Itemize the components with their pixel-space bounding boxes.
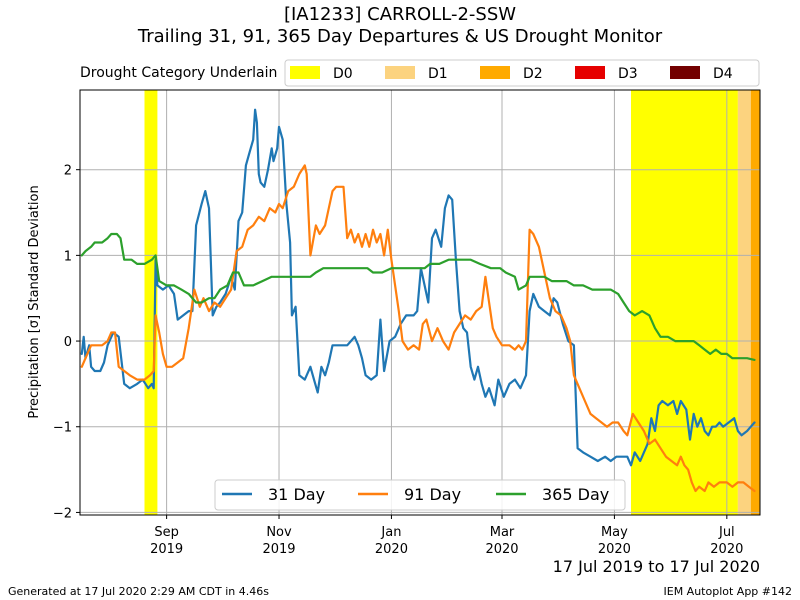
drought-legend-swatch-d3: [575, 66, 605, 79]
drought-legend-label-d3: D3: [618, 66, 638, 82]
drought-legend-label-d0: D0: [333, 66, 353, 82]
series-legend-box: [214, 479, 626, 511]
plot-frame: [79, 89, 761, 516]
x-axis-ticks: Sep 2019 Nov 2019 Jan 2020 Mar 2020 May 2020 Jul 20…: [150, 515, 743, 557]
x-tick-label-year: 2020: [375, 542, 408, 557]
series-legend-items: 31 Day 91 Day 365 Day: [222, 485, 609, 504]
y-tick-label: 2: [64, 164, 72, 179]
y-tick-label: −2: [53, 506, 72, 521]
x-tick-label-year: 2020: [598, 542, 631, 557]
y-tick-label: 1: [64, 249, 72, 264]
chart-title-line2: Trailing 31, 91, 365 Day Departures & US…: [137, 26, 663, 47]
x-tick-label-month: Jan: [380, 525, 401, 540]
drought-span-d0-1: [631, 90, 738, 515]
series-legend-label-31-day: 31 Day: [268, 485, 325, 504]
chart-title-line1: [IA1233] CARROLL-2-SSW: [284, 4, 516, 25]
drought-legend-swatch-d4: [670, 66, 700, 79]
drought-legend-label-d1: D1: [428, 66, 448, 82]
x-tick-label-month: Sep: [154, 525, 179, 540]
y-tick-label: 0: [64, 335, 72, 350]
date-range-label: 17 Jul 2019 to 17 Jul 2020: [553, 557, 760, 576]
plot-area: [79, 89, 761, 516]
drought-legend-items: D0 D1 D2 D3 D4: [290, 66, 733, 82]
x-tick-label-year: 2019: [262, 542, 295, 557]
x-tick-label-year: 2020: [710, 542, 743, 557]
x-tick-label-month: Mar: [490, 525, 515, 540]
series-legend-label-91-day: 91 Day: [404, 485, 461, 504]
drought-span-d2-3: [750, 90, 760, 515]
series-line-91-day: [80, 164, 756, 493]
drought-span-d1-2: [737, 90, 751, 515]
drought-legend-swatch-d1: [385, 66, 415, 79]
drought-legend-swatch-d0: [290, 66, 320, 79]
app-footer: IEM Autoplot App #142: [664, 585, 793, 598]
series-legend-label-365-day: 365 Day: [542, 485, 609, 504]
x-tick-label-month: Jul: [718, 525, 735, 540]
x-tick-label-month: May: [601, 525, 628, 540]
drought-span-d0-0: [144, 90, 158, 515]
x-tick-label-year: 2019: [150, 542, 183, 557]
drought-legend-label: Drought Category Underlain: [80, 65, 277, 81]
x-tick-label-month: Nov: [266, 525, 292, 540]
x-tick-label-year: 2020: [485, 542, 518, 557]
drought-legend-label-d2: D2: [523, 66, 543, 82]
generated-footer: Generated at 17 Jul 2020 2:29 AM CDT in …: [8, 585, 269, 598]
series-lines: [80, 108, 756, 493]
y-axis-label: Precipitation [σ] Standard Deviation: [27, 185, 42, 418]
drought-legend-swatch-d2: [480, 66, 510, 79]
y-tick-label: −1: [53, 421, 72, 436]
drought-legend-label-d4: D4: [713, 66, 733, 82]
y-axis-ticks: −2 −1 0 1 2: [53, 164, 80, 521]
series-line-365-day: [80, 232, 756, 361]
